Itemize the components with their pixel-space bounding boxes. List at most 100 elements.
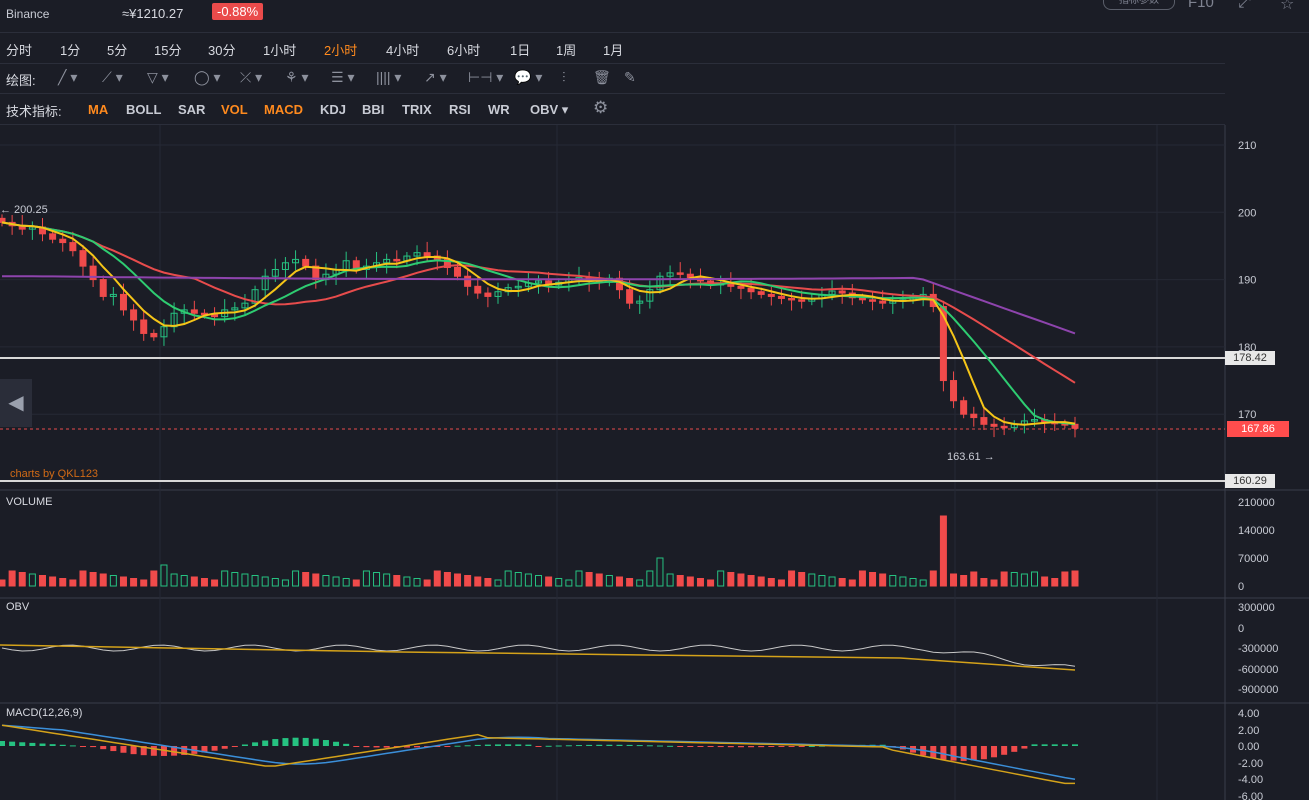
timeframe-3[interactable]: 15分	[154, 43, 182, 58]
indicator-vol[interactable]: VOL	[221, 102, 248, 117]
star-icon[interactable]: ☆	[1280, 0, 1295, 13]
indicator-tool-icon[interactable]: ⫶	[562, 69, 566, 85]
macd-hist-bar	[0, 741, 5, 746]
timeframe-9[interactable]: 1日	[510, 43, 531, 58]
candle-body	[261, 275, 269, 291]
volume-bar	[393, 575, 401, 587]
arrow-tool-icon[interactable]: ↗ ▾	[424, 69, 447, 85]
macd-hist-bar	[39, 743, 46, 746]
macd-hist-bar	[383, 746, 390, 748]
ma10-line	[1, 221, 1076, 426]
macd-hist-bar	[373, 746, 380, 748]
indicator-bbi[interactable]: BBI	[362, 102, 385, 117]
indicator-ma[interactable]: MA	[88, 102, 109, 117]
drawing-toolbar: 绘图: ╱ ▾ ⟋ ▾ ▽ ▾ ◯ ▾ ⤫ ▾ ⚘ ▾ ☰ ▾ |||| ▾ ↗…	[0, 63, 1225, 94]
volume-bar	[130, 578, 138, 587]
ray-tool-icon[interactable]: ⟋ ▾	[102, 69, 123, 85]
timeframe-11[interactable]: 1月	[603, 43, 624, 58]
candle-body	[302, 258, 310, 267]
macd-hist-bar	[1021, 746, 1028, 749]
volume-bar	[99, 573, 107, 587]
macd-hist-bar	[343, 743, 350, 746]
candle-body	[757, 291, 765, 295]
indicator-boll[interactable]: BOLL	[126, 102, 162, 117]
obv-tick-3: -600000	[1238, 664, 1278, 676]
candle-body	[211, 314, 219, 318]
volume-bar	[1071, 570, 1079, 587]
obv-tick-1: 0	[1238, 623, 1244, 635]
macd-hist-bar	[59, 744, 66, 746]
obv-panel-title: OBV	[6, 601, 30, 613]
note-tool-icon[interactable]: 💬 ▾	[514, 69, 543, 85]
f10-button[interactable]: F10	[1188, 0, 1214, 11]
channel-tool-icon[interactable]: ▽ ▾	[147, 69, 169, 85]
indicator-macd[interactable]: MACD	[264, 102, 303, 117]
eraser-icon[interactable]: ✎	[624, 69, 636, 85]
macd-hist-bar	[140, 746, 147, 756]
indicator-bar: 技术指标: ⚙ MA BOLL SAR VOL MACD KDJ BBI TRIX RSI WR O…	[0, 94, 1225, 125]
timeframe-10[interactable]: 1周	[556, 43, 577, 58]
indicator-rsi[interactable]: RSI	[449, 102, 471, 117]
pattern-tool-icon[interactable]: ⤫ ▾	[240, 69, 263, 85]
circle-tool-icon[interactable]: ◯ ▾	[194, 69, 221, 85]
candle-body	[869, 299, 877, 302]
indicator-kdj[interactable]: KDJ	[320, 102, 347, 117]
macd-hist-bar	[312, 738, 319, 746]
indicator-wr[interactable]: WR	[488, 102, 510, 117]
volume-bar	[798, 572, 806, 587]
macd-hist-bar	[616, 744, 623, 746]
volume-bar	[960, 575, 968, 587]
candle-body	[190, 309, 198, 314]
candle-body	[474, 285, 482, 294]
macd-hist-bar	[940, 746, 947, 760]
wave-tool-icon[interactable]: ⚘ ▾	[285, 69, 309, 85]
volume-bar	[626, 578, 634, 587]
indicator-trix[interactable]: TRIX	[402, 102, 432, 117]
volume-bar	[261, 576, 269, 587]
volume-bar	[747, 575, 755, 587]
macd-hist-bar	[1001, 746, 1008, 755]
timeframe-7[interactable]: 4小时	[386, 43, 420, 58]
timeframe-6[interactable]: 2小时	[324, 43, 358, 58]
line-tool-icon[interactable]: ╱ ▾	[58, 69, 78, 85]
obv-tick-4: -900000	[1238, 684, 1278, 696]
macd-hist-bar	[171, 746, 178, 756]
volume-tick-2: 70000	[1238, 553, 1269, 565]
gann-tool-icon[interactable]: |||| ▾	[376, 69, 402, 85]
timeframe-1[interactable]: 1分	[60, 43, 81, 58]
volume-bar	[454, 573, 462, 587]
volume-bar	[281, 579, 289, 587]
volume-bar	[413, 578, 421, 587]
measure-tool-icon[interactable]: ⊢⊣ ▾	[468, 69, 504, 85]
macd-hist-bar	[69, 745, 76, 747]
candle-body	[79, 250, 87, 267]
candle-body	[1031, 419, 1039, 422]
fib-tool-icon[interactable]: ☰ ▾	[331, 69, 355, 85]
timeframe-0[interactable]: 分时	[6, 43, 33, 58]
candle-body	[646, 289, 654, 302]
timeframe-2[interactable]: 5分	[107, 43, 128, 58]
collapse-arrow-button[interactable]: ◀	[0, 379, 32, 427]
macd-hist-bar	[667, 745, 674, 747]
timeframe-4[interactable]: 30分	[208, 43, 236, 58]
settings-gear-icon[interactable]: ⚙	[593, 98, 609, 117]
volume-bar	[615, 576, 623, 587]
timeframe-8[interactable]: 6小时	[447, 43, 481, 58]
timeframe-5[interactable]: 1小时	[263, 43, 297, 58]
macd-hist-bar	[19, 742, 26, 746]
volume-bar	[717, 570, 725, 587]
volume-bar	[49, 576, 57, 587]
candle-body	[454, 266, 462, 277]
indicator-obv[interactable]: OBV ▾	[530, 102, 569, 117]
timeframe-bar: 分时 1分 5分 15分 30分 1小时 2小时 4小时 6小时 1日 1周 1月	[0, 33, 1225, 64]
macd-hist-bar	[100, 746, 107, 750]
candle-body	[970, 413, 978, 419]
macd-tick-5: -6.00	[1238, 791, 1263, 800]
trash-icon[interactable]: 🗑	[593, 69, 611, 85]
expand-icon[interactable]: ⤢	[1238, 0, 1251, 11]
volume-bar	[38, 575, 46, 587]
volume-bar	[352, 579, 360, 587]
macd-hist-bar	[150, 746, 157, 756]
indicator-sar[interactable]: SAR	[178, 102, 206, 117]
